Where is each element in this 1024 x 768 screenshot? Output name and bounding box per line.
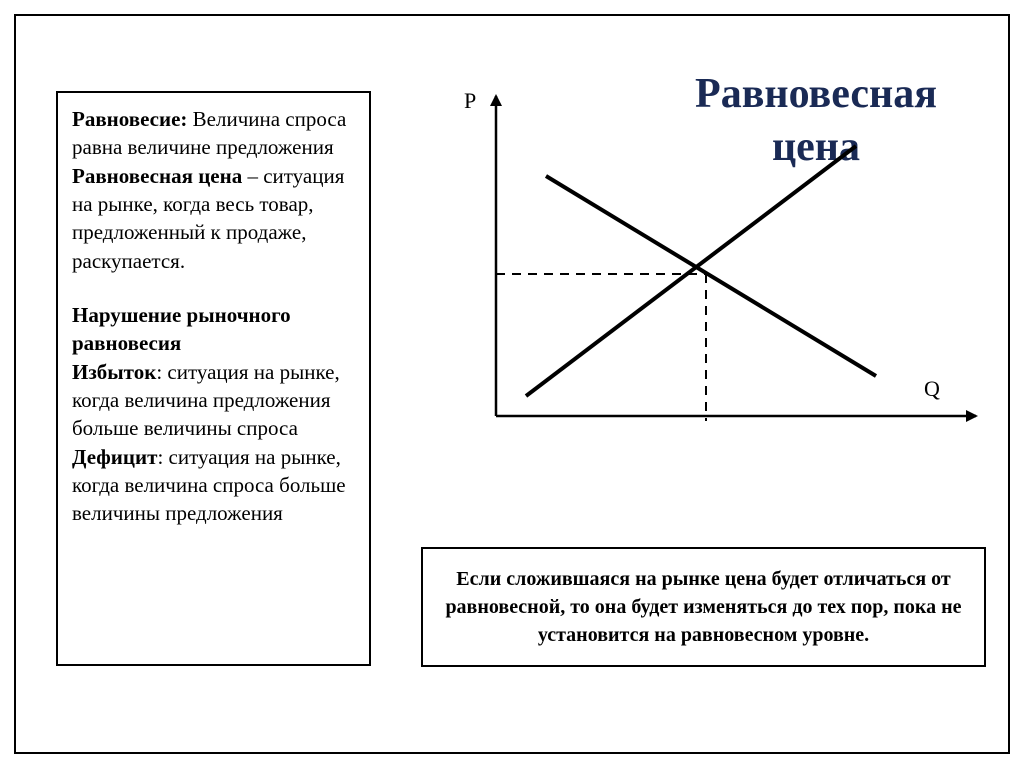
supply-demand-chart: P Q xyxy=(416,86,986,456)
slide-frame: Равновесие: Величина спроса равна величи… xyxy=(14,14,1010,754)
axis-label-q: Q xyxy=(924,376,940,402)
definition-deficit: Дефицит: ситуация на рынке, когда величи… xyxy=(72,443,355,528)
note-box: Если сложившаяся на рынке цена будет отл… xyxy=(421,547,986,667)
equilibrium-label: Равновесие: xyxy=(72,107,187,131)
definitions-box: Равновесие: Величина спроса равна величи… xyxy=(56,91,371,666)
spacer xyxy=(72,275,355,301)
chart-svg xyxy=(416,86,986,456)
eq-price-label: Равновесная цена xyxy=(72,164,242,188)
definition-surplus: Избыток: ситуация на рынке, когда величи… xyxy=(72,358,355,443)
definition-equilibrium: Равновесие: Величина спроса равна величи… xyxy=(72,105,355,162)
deficit-label: Дефицит xyxy=(72,445,157,469)
disruption-label: Нарушение рыночного равновесия xyxy=(72,301,355,358)
definition-eq-price: Равновесная цена – ситуация на рынке, ко… xyxy=(72,162,355,275)
surplus-label: Избыток xyxy=(72,360,156,384)
axis-label-p: P xyxy=(464,88,476,114)
